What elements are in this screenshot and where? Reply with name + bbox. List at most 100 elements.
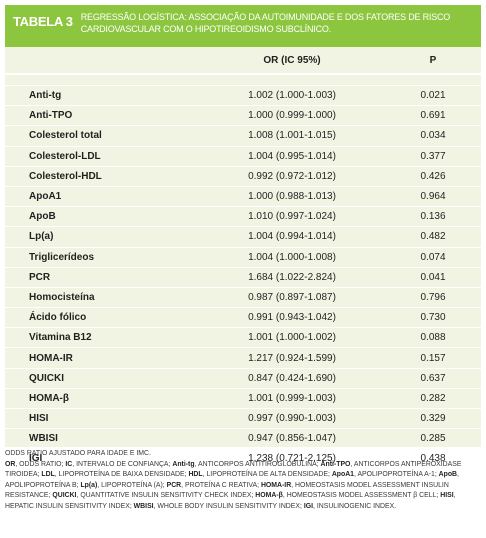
or-value: 0.997 (0.990-1.003)	[199, 408, 385, 430]
p-value: 0.329	[385, 408, 481, 430]
table-row: Colesterol-LDL 1.004 (0.995-1.014) 0.377	[5, 146, 481, 167]
or-value: 1.217 (0.924-1.599)	[199, 347, 385, 369]
definition: , APOLIPOPROTEÍNA A-1;	[354, 471, 437, 479]
abbreviation: Anti-TPO	[320, 460, 351, 468]
table-row: WBISI 0.947 (0.856-1.047) 0.285	[5, 428, 481, 450]
p-value: 0.074	[385, 247, 481, 268]
abbreviation: HISI	[440, 492, 454, 500]
table-row: Anti-TPO 1.000 (0.999-1.000) 0.691	[5, 105, 481, 127]
row-label: HOMA-IR	[5, 347, 199, 369]
p-value: 0.034	[385, 125, 481, 147]
table-row: Vitamina B12 1.001 (1.000-1.002) 0.088	[5, 327, 481, 349]
table-label: TABELA 3	[13, 14, 73, 29]
definition: , ANTICORPOS ANTITIROGLOBULINA;	[194, 460, 319, 468]
p-value: 0.377	[385, 146, 481, 167]
table: OR (IC 95%) P Anti-tg 1.002 (1.000-1.003)…	[5, 47, 481, 470]
or-value: 1.004 (1.000-1.008)	[199, 247, 385, 268]
table-row: HISI 0.997 (0.990-1.003) 0.329	[5, 408, 481, 430]
or-value: 1.001 (0.999-1.003)	[199, 388, 385, 410]
definition: , ODDS RATIO;	[15, 460, 64, 468]
p-value: 0.964	[385, 186, 481, 208]
table-row: IGI 1.238 (0.721-2.125) 0.438	[5, 448, 481, 470]
definition: , ANTICORPOS ANTIPEROXIDASE TIROIDEA;	[5, 460, 462, 479]
table-row: HOMA-β 1.001 (0.999-1.003) 0.282	[5, 388, 481, 410]
column-header	[5, 47, 199, 75]
or-value: 1.008 (1.001-1.015)	[199, 125, 385, 147]
abbreviation: QUICKI	[52, 492, 77, 500]
definition: , INTERVALO DE CONFIANÇA;	[72, 460, 171, 468]
abbreviation: ApoB	[438, 471, 458, 479]
table-row: ApoB 1.010 (0.997-1.024) 0.136	[5, 206, 481, 228]
definition: , WHOLE BODY INSULIN SENSITIVITY INDEX;	[153, 502, 302, 510]
table-row: ApoA1 1.000 (0.988-1.013) 0.964	[5, 186, 481, 208]
p-value: 0.637	[385, 368, 481, 389]
definition: , HOMEOSTASIS MODEL ASSESSMENT INSULIN R…	[5, 481, 449, 500]
row-label: Colesterol-HDL	[5, 166, 199, 187]
row-label: HOMA-β	[5, 388, 199, 410]
column-header: OR (IC 95%)	[199, 47, 385, 75]
or-value: 0.991 (0.943-1.042)	[199, 307, 385, 329]
abbreviation: HOMA-IR	[260, 481, 292, 489]
or-value: 1.238 (0.721-2.125)	[199, 448, 385, 470]
row-label: WBISI	[5, 428, 199, 450]
row-label: Anti-tg	[5, 85, 199, 107]
or-value: 1.684 (1.022-2.824)	[199, 267, 385, 288]
definition: , PROTEÍNA C REATIVA;	[181, 481, 260, 489]
abbreviation: LDL	[41, 471, 55, 479]
row-label: Homocisteína	[5, 287, 199, 309]
row-label: Colesterol-LDL	[5, 146, 199, 167]
table-header: TABELA 3 REGRESSÃO LOGÍSTICA: ASSOCIAÇÃO…	[5, 5, 481, 47]
abbreviation: Lp(a)	[80, 481, 98, 489]
row-label: IGI	[5, 448, 199, 470]
footnote: ODDS RATIO AJUSTADO PARA IDADE E IMC.	[5, 450, 151, 457]
row-label: PCR	[5, 267, 199, 288]
table-row: Lp(a) 1.004 (0.994-1.014) 0.482	[5, 226, 481, 248]
abbreviation: PCR	[166, 481, 182, 489]
footnotes: ODDS RATIO AJUSTADO PARA IDADE E IMC. OR…	[5, 449, 481, 513]
table-body: OR (IC 95%) P Anti-tg 1.002 (1.000-1.003)…	[5, 47, 481, 470]
p-value: 0.796	[385, 287, 481, 309]
or-value: 1.010 (0.997-1.024)	[199, 206, 385, 228]
or-value: 0.847 (0.424-1.690)	[199, 368, 385, 389]
row-label: Lp(a)	[5, 226, 199, 248]
definition: , LIPOPROTEÍNA DE BAIXA DENSIDADE;	[54, 471, 187, 479]
definition: , INSULINOGENIC INDEX.	[313, 502, 397, 510]
abbreviation: HDL	[188, 471, 203, 479]
definition: , LIPOPROTEÍNA DE ALTA DENSIDADE;	[202, 471, 330, 479]
table-title: REGRESSÃO LOGÍSTICA: ASSOCIAÇÃO DA AUTOI…	[80, 12, 451, 34]
abbreviation: ApoA1	[331, 471, 355, 479]
or-value: 1.000 (0.999-1.000)	[199, 105, 385, 127]
table-row: Colesterol-HDL 0.992 (0.972-1.012) 0.426	[5, 166, 481, 187]
p-value: 0.136	[385, 206, 481, 228]
p-value: 0.691	[385, 105, 481, 127]
table-row: Homocisteína 0.987 (0.897-1.087) 0.796	[5, 287, 481, 309]
table-row: Colesterol total 1.008 (1.001-1.015) 0.034	[5, 125, 481, 147]
definition: , QUANTITATIVE INSULIN SENSITIVITY CHECK…	[76, 492, 254, 500]
column-header: P	[385, 47, 481, 75]
definition: , LIPOPROTEÍNA (A);	[97, 481, 165, 489]
abbreviation: WBISI	[133, 502, 154, 510]
table-row: QUICKI 0.847 (0.424-1.690) 0.637	[5, 368, 481, 389]
row-label: ApoA1	[5, 186, 199, 208]
table-row: Triglicerídeos 1.004 (1.000-1.008) 0.074	[5, 247, 481, 268]
abbreviations: OR, ODDS RATIO; IC, INTERVALO DE CONFIAN…	[5, 460, 481, 513]
p-value: 0.482	[385, 226, 481, 248]
abbreviation: IGI	[303, 502, 314, 510]
p-value: 0.282	[385, 388, 481, 410]
p-value: 0.730	[385, 307, 481, 329]
table-row: Anti-tg 1.002 (1.000-1.003) 0.021	[5, 85, 481, 107]
definition: , HEPATIC INSULIN SENSITIVITY INDEX;	[5, 492, 456, 510]
abbreviation: OR	[5, 460, 16, 468]
definition: , HOMEOSTASIS MODEL ASSESSMENT β CELL;	[282, 492, 439, 500]
row-label: Colesterol total	[5, 125, 199, 147]
row-label: Ácido fólico	[5, 307, 199, 329]
or-value: 1.002 (1.000-1.003)	[199, 85, 385, 107]
abbreviation: Anti-tg	[172, 460, 195, 468]
p-value: 0.041	[385, 267, 481, 288]
p-value: 0.021	[385, 85, 481, 107]
row-label: QUICKI	[5, 368, 199, 389]
or-value: 1.001 (1.000-1.002)	[199, 327, 385, 349]
row-label: HISI	[5, 408, 199, 430]
or-value: 1.004 (0.994-1.014)	[199, 226, 385, 248]
